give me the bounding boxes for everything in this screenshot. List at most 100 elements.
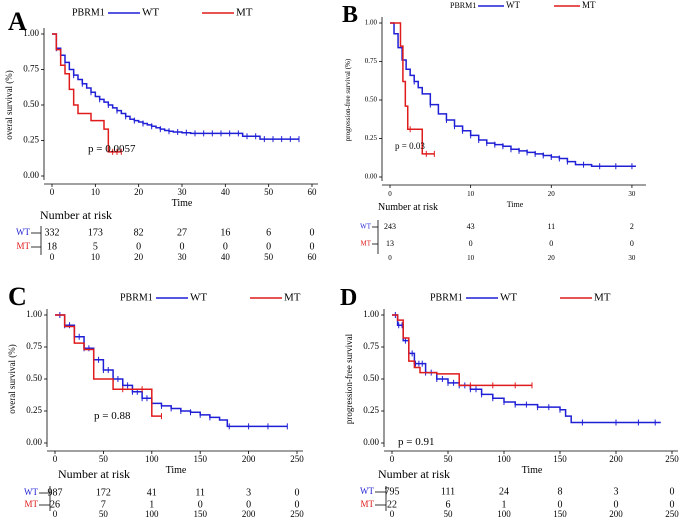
- risk-x-tick-label: 50: [264, 252, 274, 262]
- risk-count: 0: [310, 227, 315, 238]
- y-tick-label: 0.50: [363, 373, 379, 383]
- risk-count: 43: [467, 222, 475, 231]
- panel-letter: A: [8, 7, 27, 36]
- x-tick-label: 150: [193, 454, 207, 464]
- y-tick-label: 1.00: [23, 28, 39, 38]
- risk-count: 987: [48, 487, 63, 498]
- y-tick-label: 1.00: [363, 309, 379, 319]
- risk-count: 0: [670, 486, 675, 497]
- risk-count: 0: [180, 241, 185, 252]
- legend-label-wt: WT: [142, 7, 159, 19]
- y-tick-label: 0.75: [365, 57, 378, 65]
- risk-count: 0: [310, 241, 315, 252]
- risk-x-tick-label: 150: [553, 509, 567, 519]
- x-tick-label: 0: [53, 454, 58, 464]
- x-tick-label: 10: [467, 190, 475, 198]
- risk-x-tick-label: 20: [134, 252, 144, 262]
- x-tick-label: 10: [91, 187, 101, 197]
- legend: PBRM1 WT MT: [450, 0, 596, 10]
- panel-letter: C: [8, 282, 27, 311]
- x-tick-label: 150: [553, 454, 567, 464]
- risk-count: 332: [45, 227, 60, 238]
- x-axis-title: Time: [522, 465, 543, 476]
- panel-b: B PBRM1 WT MT0.000.250.500.751.000 10 20 30Tim…: [342, 0, 646, 262]
- risk-group-label-mt: MT: [361, 240, 372, 248]
- risk-count: 173: [88, 227, 103, 238]
- x-tick-label: 50: [99, 454, 109, 464]
- km-curve-wt: [390, 22, 636, 167]
- km-curve-mt: [390, 22, 435, 155]
- x-tick-label: 40: [221, 187, 231, 197]
- risk-count: 22: [387, 499, 397, 510]
- risk-group-label-wt: WT: [360, 223, 372, 231]
- x-tick-label: 60: [308, 187, 318, 197]
- risk-count: 0: [295, 499, 300, 510]
- panel-letter: D: [340, 285, 357, 311]
- risk-count: 3: [614, 486, 619, 497]
- x-tick-label: 0: [390, 454, 395, 464]
- p-value: p = 0.03: [395, 141, 425, 151]
- risk-count: 24: [499, 486, 509, 497]
- panel-d: D PBRM1 WT MT0.000.250.500.751.000 50 100 150 2…: [340, 285, 679, 519]
- risk-count: 11: [195, 487, 205, 498]
- risk-table-title: Number at risk: [378, 202, 438, 213]
- risk-x-tick-label: 250: [290, 509, 304, 519]
- y-tick-label: 0.50: [365, 96, 378, 104]
- risk-count: 0: [670, 499, 675, 510]
- y-axis-title: progression-free survival: [344, 333, 354, 424]
- legend: PBRM1 WT MT: [72, 7, 253, 19]
- risk-x-tick-label: 100: [497, 509, 511, 519]
- risk-count: 3: [246, 487, 251, 498]
- risk-count: 795: [385, 486, 400, 497]
- risk-count: 0: [246, 499, 251, 510]
- risk-x-tick-label: 30: [628, 254, 636, 262]
- y-tick-label: 0.25: [365, 134, 378, 142]
- risk-count: 18: [47, 241, 57, 252]
- series-mt: [55, 314, 162, 420]
- risk-x-tick-label: 0: [390, 509, 395, 519]
- risk-count: 0: [266, 241, 271, 252]
- x-tick-label: 100: [497, 454, 511, 464]
- risk-table-title: Number at risk: [40, 208, 112, 222]
- series-mt: [392, 314, 533, 389]
- risk-count: 1: [149, 499, 154, 510]
- risk-count: 243: [384, 222, 396, 231]
- series-mt: [390, 22, 435, 157]
- risk-count: 41: [147, 487, 157, 498]
- risk-count: 0: [136, 241, 141, 252]
- risk-x-tick-label: 10: [467, 254, 475, 262]
- risk-x-tick-label: 40: [221, 252, 231, 262]
- legend-label-mt: MT: [236, 7, 253, 19]
- axes: 0.00 0.25 0.50 0.75 1.00 0 10 20 30 40 50 60 Time ove…: [4, 28, 318, 209]
- km-curve-mt: [55, 314, 162, 417]
- risk-count: 0: [630, 239, 634, 248]
- risk-count: 6: [446, 499, 451, 510]
- risk-count: 0: [223, 241, 228, 252]
- series-mt: [52, 33, 122, 155]
- y-tick-label: 0.75: [26, 341, 42, 351]
- risk-group-label-mt: MT: [25, 499, 39, 509]
- risk-x-tick-label: 250: [665, 509, 679, 519]
- risk-count: 2: [630, 222, 634, 231]
- y-tick-label: 0.75: [23, 64, 39, 74]
- risk-count: 0: [295, 487, 300, 498]
- risk-count: 82: [134, 227, 144, 238]
- legend-title: PBRM1: [430, 292, 463, 303]
- x-tick-label: 20: [548, 190, 556, 198]
- legend: PBRM1 WT MT: [430, 292, 611, 304]
- x-tick-label: 20: [134, 187, 144, 197]
- x-tick-label: 200: [609, 454, 623, 464]
- risk-count: 0: [558, 499, 563, 510]
- legend-label-mt: MT: [582, 0, 596, 10]
- risk-count: 13: [386, 239, 394, 248]
- x-tick-label: 30: [178, 187, 188, 197]
- risk-x-tick-label: 60: [308, 252, 318, 262]
- y-tick-label: 0.00: [365, 173, 378, 181]
- x-tick-label: 200: [242, 454, 256, 464]
- legend-title: PBRM1: [120, 292, 153, 303]
- km-curve-wt: [392, 314, 661, 424]
- legend: PBRM1 WT MT: [120, 292, 301, 304]
- y-tick-label: 0.25: [26, 405, 42, 415]
